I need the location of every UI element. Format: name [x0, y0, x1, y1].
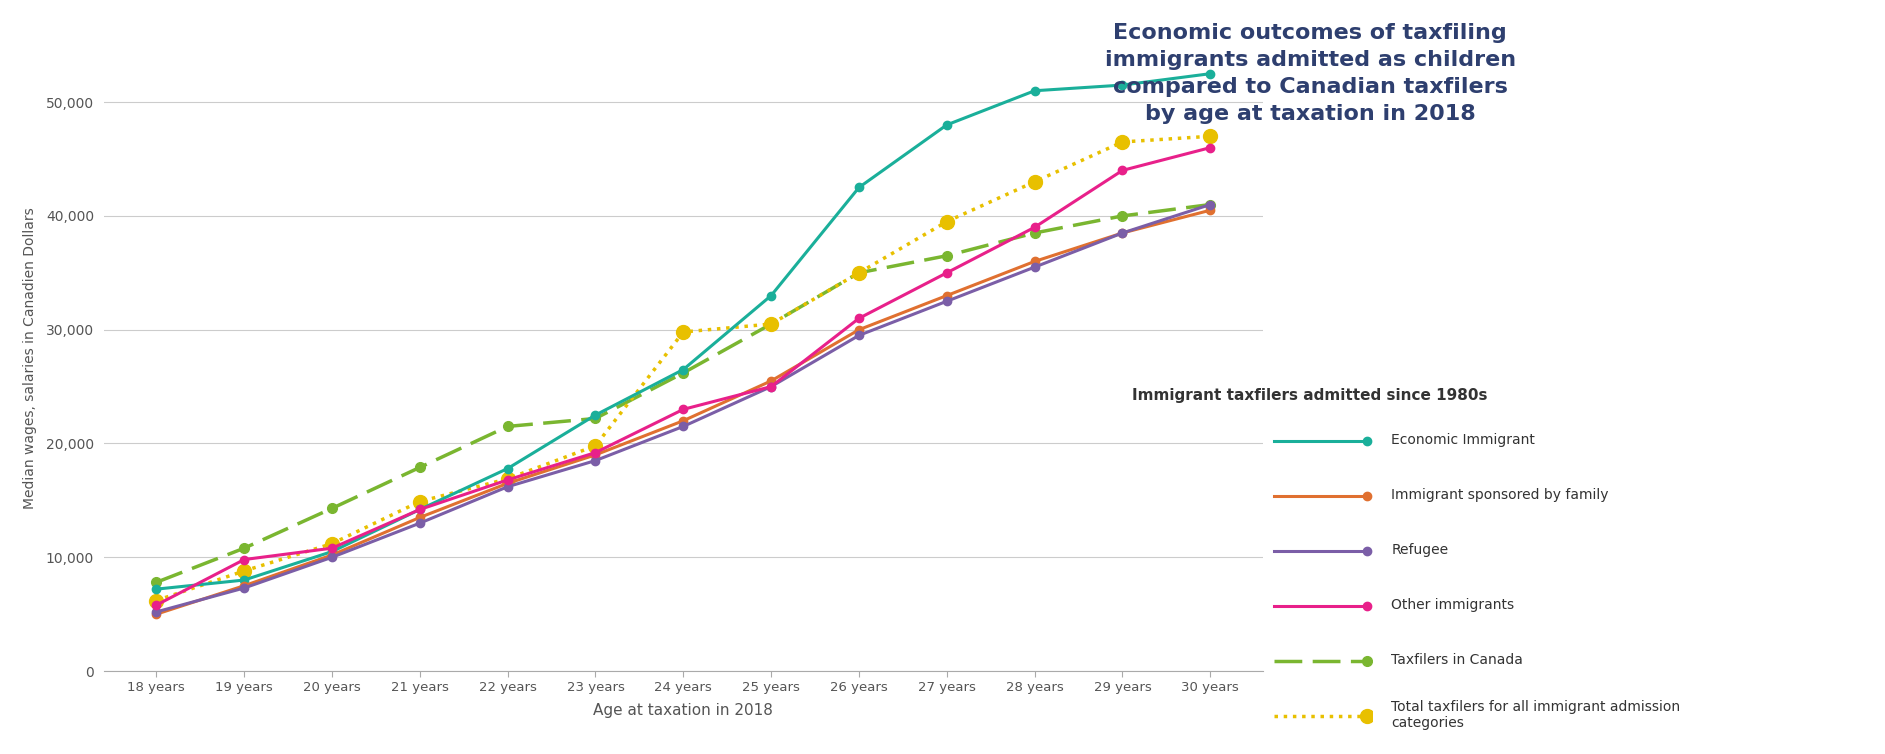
Text: Taxfilers in Canada: Taxfilers in Canada: [1391, 653, 1523, 667]
Text: Total taxfilers for all immigrant admission
categories: Total taxfilers for all immigrant admiss…: [1391, 700, 1680, 730]
X-axis label: Age at taxation in 2018: Age at taxation in 2018: [594, 703, 773, 718]
Text: Economic outcomes of taxfiling
immigrants admitted as children
compared to Canad: Economic outcomes of taxfiling immigrant…: [1105, 23, 1516, 124]
Text: Economic Immigrant: Economic Immigrant: [1391, 433, 1534, 446]
Text: Immigrant sponsored by family: Immigrant sponsored by family: [1391, 488, 1608, 501]
Y-axis label: Median wages, salaries in Canadien Dollars: Median wages, salaries in Canadien Dolla…: [23, 207, 38, 509]
Text: Immigrant taxfilers admitted since 1980s: Immigrant taxfilers admitted since 1980s: [1133, 388, 1487, 403]
Text: Refugee: Refugee: [1391, 543, 1448, 556]
Text: Other immigrants: Other immigrants: [1391, 598, 1514, 611]
